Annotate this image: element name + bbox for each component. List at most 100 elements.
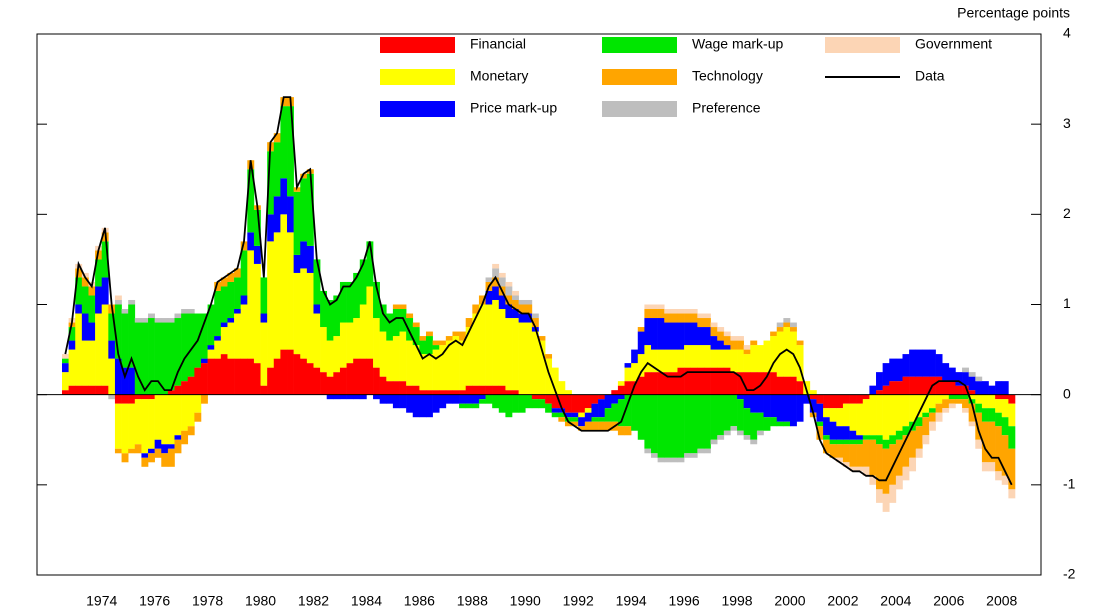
bar-segment (571, 421, 579, 427)
bar-segment (240, 250, 248, 296)
bar-segment (445, 394, 453, 404)
bar-segment (167, 444, 175, 449)
bar-segment (518, 313, 526, 323)
bar-segment (505, 390, 513, 395)
bar-segment (214, 358, 222, 395)
bar-segment (948, 381, 956, 395)
bar-segment (280, 97, 288, 107)
bar-segment (287, 196, 294, 233)
bar-segment (531, 399, 539, 409)
bar-segment (148, 394, 155, 400)
bar-segment (637, 376, 645, 395)
bar-segment (359, 358, 367, 395)
bar-segment (856, 394, 864, 404)
bar-segment (975, 394, 983, 404)
bar-segment (756, 372, 764, 395)
bar-segment (684, 322, 692, 346)
bar-segment (220, 286, 228, 323)
bar-segment (651, 309, 658, 319)
bar-segment (128, 403, 136, 449)
x-tick-label: 1978 (192, 593, 223, 609)
bar-segment (876, 489, 883, 503)
bar-segment (101, 385, 109, 395)
bar-segment (459, 340, 467, 391)
y-tick-label: 4 (1063, 25, 1071, 41)
bar-segment (697, 367, 705, 395)
bar-segment (737, 394, 744, 400)
bar-segment (280, 214, 288, 350)
bar-segment (95, 250, 103, 260)
bar-segment (399, 381, 407, 395)
bar-segment (776, 394, 784, 422)
bar-segment (948, 399, 956, 404)
bar-segment (373, 367, 380, 395)
bar-segment (200, 358, 208, 364)
bar-segment (62, 372, 69, 391)
x-tick-label: 1994 (616, 593, 647, 609)
bar-segment (161, 322, 169, 395)
bar-segment (763, 340, 771, 373)
bar-segment (710, 322, 718, 328)
bar-segment (62, 358, 69, 364)
bar-segment (703, 394, 711, 449)
bar-segment (545, 403, 553, 413)
bar-segment (406, 385, 414, 395)
bar-segment (512, 394, 519, 413)
bar-segment (62, 354, 69, 359)
bar-segment (829, 394, 837, 409)
bar-segment (101, 277, 109, 305)
bar-segment (293, 187, 301, 192)
bar-segment (247, 250, 255, 359)
bar-segment (313, 304, 321, 314)
bar-segment (538, 336, 546, 341)
bar-segment (518, 322, 526, 395)
bar-segment (339, 281, 347, 323)
bar-segment (174, 439, 182, 454)
bar-segment (948, 403, 956, 409)
bar-segment (108, 358, 116, 395)
bar-segment (743, 394, 751, 409)
bar-segment (1001, 394, 1009, 400)
bar-segment (637, 327, 645, 332)
bar-segment (981, 421, 989, 463)
bar-segment (293, 354, 301, 395)
bar-segment (717, 327, 725, 332)
bar-segment (359, 259, 367, 305)
bar-segment (895, 475, 903, 490)
bar-segment (492, 286, 500, 300)
bar-segment (737, 372, 744, 395)
bar-segment (200, 313, 208, 359)
bar-segment (498, 295, 506, 310)
bar-segment (154, 322, 162, 395)
bar-segment (995, 471, 1003, 481)
bar-segment (306, 173, 314, 246)
x-tick-label: 1988 (457, 593, 488, 609)
bar-segment (280, 178, 288, 215)
bar-segment (114, 295, 122, 300)
bar-segment (531, 318, 539, 328)
bar-segment (419, 390, 427, 395)
bar-segment (525, 304, 533, 314)
bar-segment (260, 313, 268, 323)
bar-segment (68, 349, 76, 386)
bar-segment (445, 340, 453, 391)
bar-segment (121, 394, 129, 404)
bar-segment (743, 345, 751, 350)
bar-segment (512, 318, 519, 391)
bar-segment (439, 394, 447, 409)
bar-segment (657, 457, 665, 463)
bar-segment (981, 381, 989, 395)
bar-segment (154, 318, 162, 323)
bar-segment (617, 394, 625, 400)
bar-segment (399, 304, 407, 310)
bar-segment (333, 295, 341, 337)
bar-segment (207, 349, 215, 359)
bar-segment (962, 399, 969, 409)
bar-segment (710, 349, 718, 368)
bar-segment (512, 295, 519, 300)
bar-segment (598, 417, 605, 422)
legend-label: Wage mark-up (692, 36, 784, 52)
bar-segment (617, 381, 625, 386)
bar-segment (445, 336, 453, 341)
bar-segment (459, 394, 467, 404)
